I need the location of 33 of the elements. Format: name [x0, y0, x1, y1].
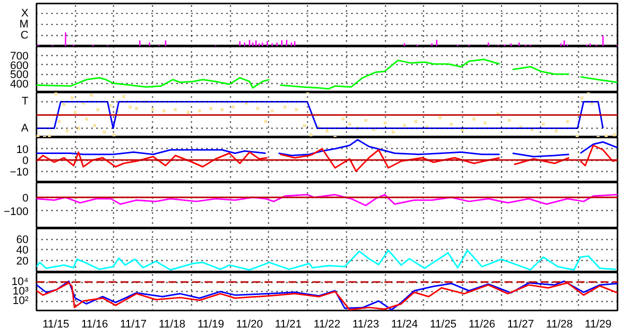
x-tick-label: 11/22: [314, 318, 340, 330]
x-tick-label: 11/27: [507, 318, 534, 330]
x-tick-label: 11/21: [274, 318, 302, 330]
y-tick-label: 10⁴: [12, 276, 29, 288]
y-tick-label: 20: [16, 255, 29, 268]
ref-line-label: A: [21, 122, 30, 134]
x-tick-label: 11/23: [352, 318, 380, 330]
x-tick-label: 11/18: [158, 318, 186, 330]
ref-line-label: M: [19, 18, 29, 30]
x-tick-label: 11/17: [120, 318, 147, 330]
x-tick-label: 11/29: [584, 318, 612, 330]
ref-line-label: C: [20, 29, 29, 42]
y-tick-label: −10: [10, 166, 29, 178]
y-tick-label: −100: [4, 206, 29, 218]
y-tick-label: 10: [16, 144, 29, 156]
y-tick-label: 600: [10, 60, 29, 72]
y-tick-label: 40: [16, 244, 29, 257]
ref-line-label: T: [22, 96, 29, 108]
x-tick-label: 11/16: [81, 318, 108, 330]
x-tick-label: 11/24: [391, 318, 418, 330]
x-tick-label: 11/20: [236, 318, 263, 330]
x-tick-label: 11/25: [430, 318, 457, 330]
x-tick-label: 11/15: [42, 318, 70, 330]
y-tick-label: 60: [16, 234, 29, 246]
y-tick-label: 10³: [12, 286, 29, 298]
y-tick-label: 400: [10, 78, 29, 90]
x-tick-label: 11/19: [197, 318, 224, 330]
x-tick-label: 11/26: [468, 318, 496, 330]
ref-line-label: X: [21, 7, 30, 20]
y-tick-label: 0: [22, 192, 29, 204]
y-tick-label: 10²: [12, 295, 29, 307]
x-tick-label: 11/28: [546, 318, 573, 330]
y-tick-label: 0: [22, 155, 29, 167]
